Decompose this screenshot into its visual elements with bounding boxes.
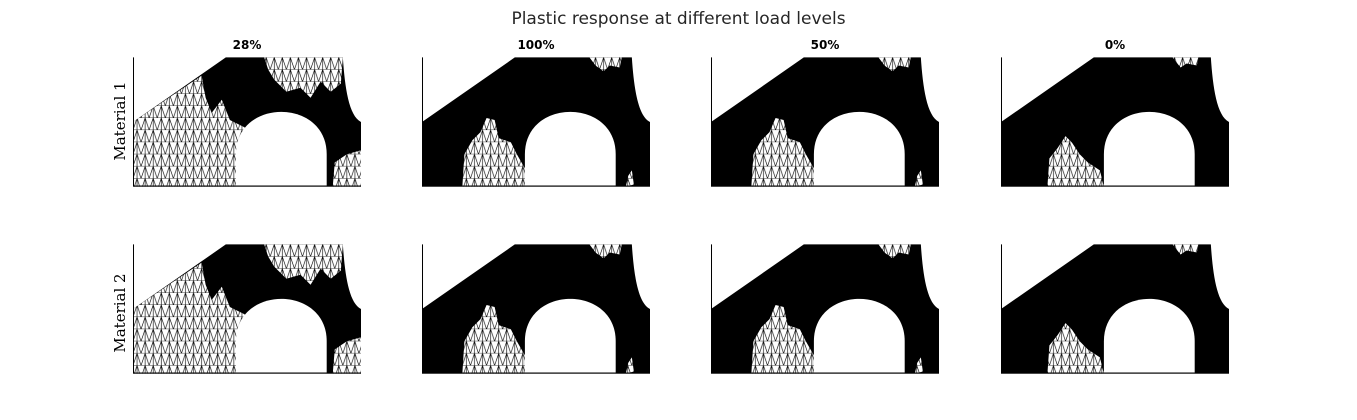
elastic-region-material-1-1-1 xyxy=(133,75,253,187)
axes-frame-material-1-3 xyxy=(711,57,939,187)
hole-material-1-4 xyxy=(1103,111,1195,187)
elastic-region-material-2-3-1 xyxy=(751,304,814,374)
hole-material-1-3 xyxy=(813,111,905,187)
elastic-region-material-1-3-2 xyxy=(878,57,911,72)
hole-material-2-3 xyxy=(813,298,905,374)
hole-material-2-2 xyxy=(524,298,616,374)
elastic-region-material-1-2-2 xyxy=(589,57,622,72)
figure-title: Plastic response at different load level… xyxy=(511,9,846,29)
elastic-region-material-2-3-2 xyxy=(878,244,911,259)
hole-material-2-1 xyxy=(235,298,327,374)
axes-frame-material-2-3 xyxy=(711,244,939,374)
panel-material-1-load-2 xyxy=(422,57,650,187)
panel-material-2-load-2 xyxy=(422,244,650,374)
elastic-region-material-1-2-1 xyxy=(462,117,525,187)
elastic-region-material-2-2-2 xyxy=(589,244,622,259)
panel-material-1-load-1 xyxy=(133,57,361,187)
elastic-region-material-1-3-1 xyxy=(751,117,814,187)
panel-material-2-load-4 xyxy=(1001,244,1229,374)
elastic-region-material-2-3-3 xyxy=(914,357,923,374)
panel-material-1-load-4 xyxy=(1001,57,1229,187)
elastic-region-material-2-1-2 xyxy=(264,244,343,285)
elastic-region-material-1-1-2 xyxy=(264,57,343,98)
elastic-region-material-2-4-2 xyxy=(1172,244,1199,255)
elastic-region-material-1-4-1 xyxy=(1047,136,1104,187)
elastic-region-material-2-4-1 xyxy=(1047,323,1104,374)
panel-material-2-load-3 xyxy=(711,244,939,374)
axes-frame-material-1-4 xyxy=(1001,57,1229,187)
axes-frame-material-1-2 xyxy=(422,57,650,187)
axes-frame-material-2-1 xyxy=(133,244,361,374)
elastic-region-material-2-1-3 xyxy=(332,337,361,374)
column-label-3: 50% xyxy=(810,38,840,52)
axes-frame-material-1-1 xyxy=(133,57,361,187)
elastic-region-material-1-1-3 xyxy=(332,150,361,187)
hole-material-1-2 xyxy=(524,111,616,187)
column-label-4: 0% xyxy=(1104,38,1126,52)
elastic-region-material-1-4-2 xyxy=(1172,57,1199,68)
axes-frame-material-2-4 xyxy=(1001,244,1229,374)
panel-material-1-load-3 xyxy=(711,57,939,187)
elastic-region-material-2-2-3 xyxy=(625,357,634,374)
row-label-material-2: Material 2 xyxy=(111,273,129,353)
hole-material-1-1 xyxy=(235,111,327,187)
elastic-region-material-2-2-1 xyxy=(462,304,525,374)
elastic-region-material-1-2-3 xyxy=(625,170,634,187)
elastic-region-material-2-1-1 xyxy=(133,262,253,374)
row-label-material-1: Material 1 xyxy=(111,81,129,161)
column-label-1: 28% xyxy=(232,38,262,52)
elastic-region-material-1-3-3 xyxy=(914,170,923,187)
axes-frame-material-2-2 xyxy=(422,244,650,374)
panel-material-2-load-1 xyxy=(133,244,361,374)
hole-material-2-4 xyxy=(1103,298,1195,374)
column-label-2: 100% xyxy=(517,38,555,52)
